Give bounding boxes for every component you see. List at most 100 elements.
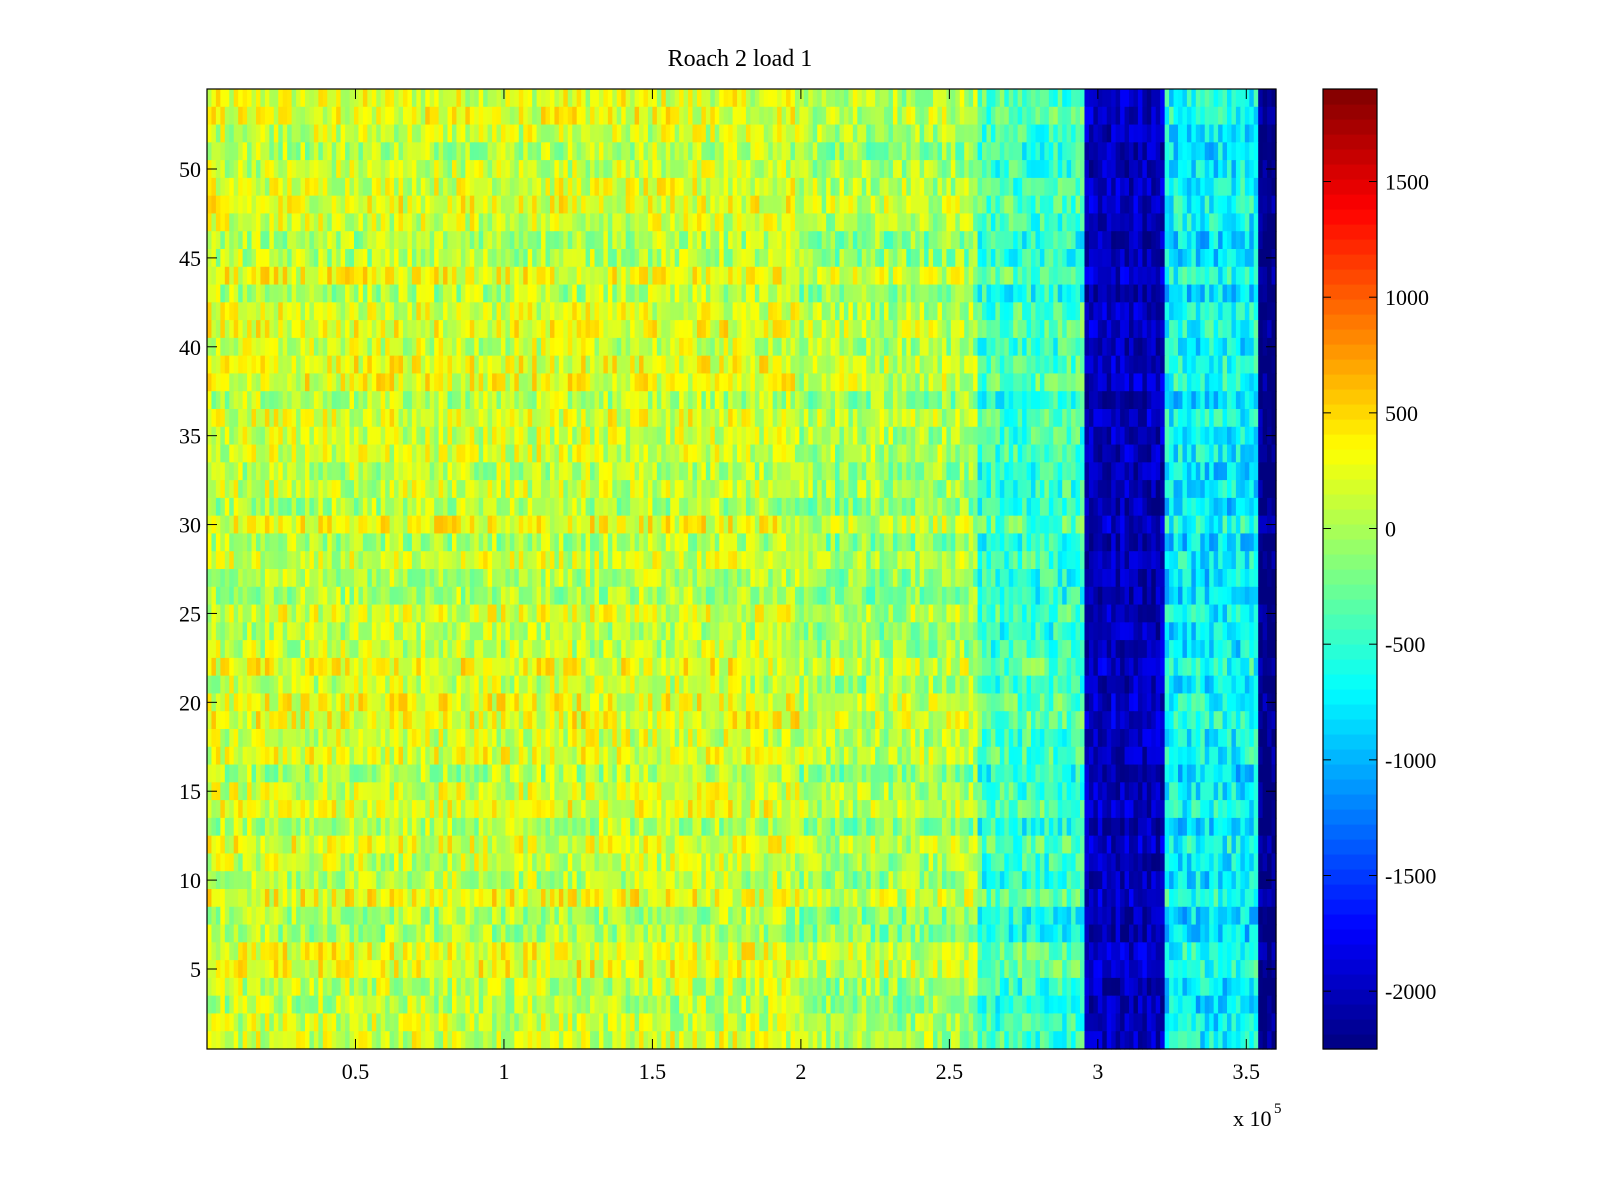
heatmap-cell xyxy=(273,337,279,357)
heatmap-cell xyxy=(888,302,894,321)
heatmap-cell xyxy=(759,160,765,179)
heatmap-cell xyxy=(336,266,342,286)
heatmap-cell xyxy=(857,320,863,339)
heatmap-cell xyxy=(901,142,907,161)
heatmap-cell xyxy=(447,177,453,197)
heatmap-cell xyxy=(1200,426,1206,446)
heatmap-cell xyxy=(630,106,636,126)
heatmap-cell xyxy=(919,249,925,268)
heatmap-cell xyxy=(1057,177,1063,197)
heatmap-cell xyxy=(670,302,676,321)
heatmap-cell xyxy=(233,302,239,321)
heatmap-cell xyxy=(1151,426,1157,446)
heatmap-cell xyxy=(327,284,333,303)
heatmap-cell xyxy=(843,409,849,428)
heatmap-cell xyxy=(1026,373,1032,392)
heatmap-cell xyxy=(318,124,324,143)
heatmap-cell xyxy=(1093,160,1099,179)
heatmap-cell xyxy=(1218,426,1224,446)
heatmap-cell xyxy=(309,391,315,410)
heatmap-cell xyxy=(282,355,288,375)
heatmap-cell xyxy=(1169,249,1175,268)
heatmap-cell xyxy=(585,89,591,108)
heatmap-cell xyxy=(719,337,725,357)
heatmap-cell xyxy=(1227,160,1233,179)
heatmap-cell xyxy=(968,249,974,268)
heatmap-cell xyxy=(1173,213,1179,232)
heatmap-cell xyxy=(300,106,306,126)
heatmap-cell xyxy=(812,337,818,357)
heatmap-cell xyxy=(1057,213,1063,232)
heatmap-cell xyxy=(1004,124,1010,143)
heatmap-cell xyxy=(977,142,983,161)
heatmap-cell xyxy=(1013,266,1019,286)
heatmap-cell xyxy=(701,373,707,392)
heatmap-cell xyxy=(990,213,996,232)
heatmap-cell xyxy=(888,213,894,232)
heatmap-cell xyxy=(830,160,836,179)
heatmap-cell xyxy=(1164,142,1170,161)
heatmap-cell xyxy=(888,195,894,215)
heatmap-cell xyxy=(549,391,556,410)
heatmap-cell xyxy=(1227,213,1233,232)
heatmap-cell xyxy=(1084,284,1090,303)
heatmap-cell xyxy=(340,89,346,108)
heatmap-cell xyxy=(1053,426,1059,446)
heatmap-cell xyxy=(576,373,582,392)
heatmap-cell xyxy=(866,106,872,126)
heatmap-cell xyxy=(830,409,836,428)
heatmap-cell xyxy=(670,249,676,268)
heatmap-cell xyxy=(313,249,319,268)
heatmap-cell xyxy=(287,213,293,232)
heatmap-cell xyxy=(1160,409,1166,428)
heatmap-cell xyxy=(1169,320,1175,339)
heatmap-cell xyxy=(1244,391,1250,410)
heatmap-cell xyxy=(1151,266,1157,286)
heatmap-cell xyxy=(496,266,502,286)
heatmap-cell xyxy=(861,355,867,375)
heatmap-cell xyxy=(563,444,569,463)
heatmap-cell xyxy=(901,89,907,108)
heatmap-cell xyxy=(558,320,564,339)
heatmap-cell xyxy=(407,302,413,321)
heatmap-cell xyxy=(937,195,943,215)
heatmap-cell xyxy=(652,231,658,250)
heatmap-cell xyxy=(696,249,703,268)
heatmap-cell xyxy=(229,177,235,197)
heatmap-cell xyxy=(1097,284,1103,303)
heatmap-cell xyxy=(1235,409,1241,428)
heatmap-cell xyxy=(759,249,765,268)
heatmap-cell xyxy=(803,89,809,108)
heatmap-cell xyxy=(1240,391,1246,410)
heatmap-cell xyxy=(870,124,876,143)
heatmap-cell xyxy=(1013,444,1019,463)
heatmap-cell xyxy=(291,409,297,428)
heatmap-cell xyxy=(790,160,796,179)
heatmap-cell xyxy=(1191,195,1197,215)
heatmap-cell xyxy=(318,89,324,108)
heatmap-cell xyxy=(1258,409,1264,428)
heatmap-cell xyxy=(331,426,337,446)
heatmap-cell xyxy=(1088,142,1094,161)
heatmap-cell xyxy=(398,142,404,161)
heatmap-cell xyxy=(897,266,903,286)
heatmap-cell xyxy=(536,426,542,446)
heatmap-cell xyxy=(817,373,823,392)
heatmap-cell xyxy=(483,195,489,215)
heatmap-cell xyxy=(394,284,400,303)
heatmap-cell xyxy=(487,302,493,321)
heatmap-cell xyxy=(786,89,792,108)
heatmap-cell xyxy=(309,177,315,197)
heatmap-cell xyxy=(852,426,858,446)
heatmap-cell xyxy=(803,195,809,215)
heatmap-cell xyxy=(1004,426,1010,446)
heatmap-cell xyxy=(527,89,533,108)
heatmap-cell xyxy=(973,302,979,321)
heatmap-cell xyxy=(661,337,667,357)
heatmap-cell xyxy=(1186,160,1192,179)
heatmap-cell xyxy=(300,302,306,321)
heatmap-cell xyxy=(826,426,832,446)
heatmap-cell xyxy=(1258,142,1264,161)
heatmap-cell xyxy=(892,249,898,268)
heatmap-cell xyxy=(398,266,404,286)
